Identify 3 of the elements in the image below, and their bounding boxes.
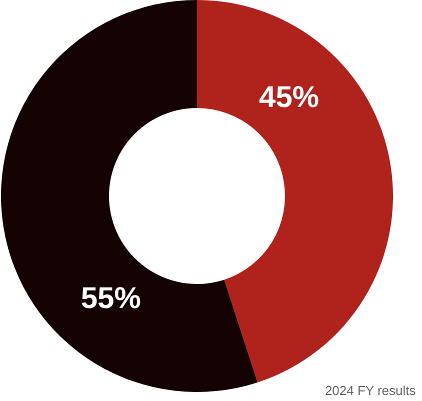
data-label: 55%: [80, 282, 141, 316]
data-label: 45%: [259, 80, 320, 114]
text: 2024 FY results: [324, 383, 416, 398]
